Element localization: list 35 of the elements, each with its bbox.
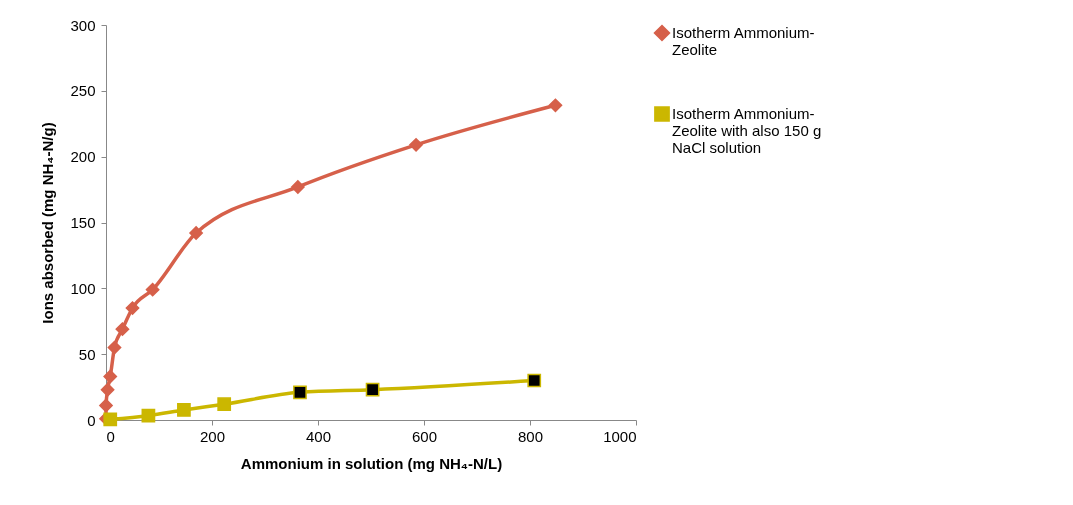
y-tick-label: 150 (70, 214, 96, 231)
point (409, 137, 423, 152)
x-tick-label: 800 (517, 427, 544, 445)
legend-label: Isotherm Ammonium-Zeolite with also 150 g NaCl solution (672, 105, 822, 156)
y-tick-label: 200 (70, 148, 96, 166)
legend-label: Isotherm Ammonium-Zeolite (672, 24, 815, 58)
x-tick-label: 400 (305, 427, 332, 445)
x-axis-title: Ammonium in solution (mg NH₄-N/L) (240, 454, 503, 472)
x-tick-label: 0 (106, 427, 115, 445)
y-tick-label: 100 (70, 279, 96, 297)
point (217, 397, 232, 412)
y-tick-label: 250 (70, 82, 96, 100)
point (115, 322, 130, 337)
point (293, 385, 307, 400)
point (103, 369, 118, 384)
point (527, 373, 542, 388)
point (100, 382, 115, 397)
y-tick-label: 300 (70, 16, 96, 34)
y-tick-label: 50 (78, 345, 96, 363)
point (99, 398, 113, 413)
point (125, 301, 140, 315)
x-tick-label: 600 (411, 427, 438, 445)
x-tick-label: 200 (199, 427, 226, 445)
point (365, 382, 380, 397)
point (189, 226, 203, 240)
point (290, 180, 305, 194)
point (103, 412, 118, 427)
point (177, 403, 191, 417)
y-axis-title: Ions absorbed (mg NH₄-N/g) (39, 122, 57, 324)
x-tick-label: 1000 (603, 427, 637, 445)
point (107, 340, 122, 355)
point (141, 408, 156, 423)
point (548, 98, 563, 113)
y-tick-label: 0 (87, 411, 96, 429)
point (145, 282, 160, 297)
